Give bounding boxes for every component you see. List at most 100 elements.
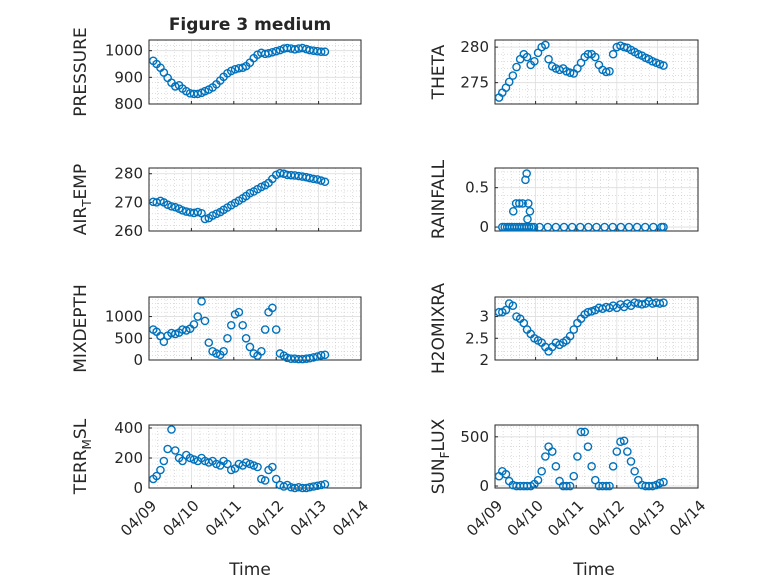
data-point [152,471,161,481]
data-point [212,459,221,469]
data-point [547,447,557,456]
data-point [529,222,539,232]
data-point [309,482,318,491]
data-point [655,299,665,308]
data-point [223,459,232,469]
data-point [200,214,210,224]
figure-title: Figure 3 medium [169,15,331,35]
data-point [219,347,228,356]
axes-box [148,424,362,489]
data-point [257,347,266,356]
y-axis-label: SUNFLUX [429,418,452,494]
data-point [253,462,262,472]
data-point [309,174,318,184]
axes-box [148,39,362,105]
data-point [193,89,203,99]
y-axis-label: AIRTEMP [71,164,94,235]
data-point [519,318,529,328]
y-axis-label: TERRMSL [71,418,94,495]
data-point [592,222,601,232]
data-point [583,442,593,451]
data-point [241,458,251,467]
data-point [316,176,326,185]
data-point [223,333,232,343]
data-point [197,297,206,306]
data-point [515,199,524,208]
data-point [320,47,330,57]
data-point [257,474,266,484]
x-axis-label-left: Time [228,560,271,580]
y-tick-label: 200 [114,449,143,467]
data-point [159,337,169,347]
data-point [544,54,553,64]
data-point [605,66,614,76]
data-point [543,222,553,232]
y-tick-label: 1000 [105,308,143,326]
x-tick-label: 04/09 [117,497,160,540]
x-tick-label: 04/13 [625,497,668,540]
y-tick-label: 0 [133,351,143,369]
data-point [245,459,255,469]
data-point [313,481,322,491]
y-tick-label: 2 [479,351,489,369]
data-point [562,481,571,491]
data-point [501,305,511,315]
data-point [559,222,569,232]
data-point [249,461,259,470]
data-point [659,298,668,307]
panel-rainfall: 0 0.5 RAINFALL [429,159,699,239]
data-point [204,458,214,467]
data-point [601,481,611,491]
y-tick-label: 280 [114,165,143,183]
data-point [600,222,609,232]
data-point [241,333,251,343]
data-point [313,175,322,184]
data-point [501,469,511,479]
data-point [268,303,277,313]
data-point [659,61,668,70]
data-point [230,65,240,74]
panel-mixdepth: 0 500 1000 MIXDEPTH [71,284,362,373]
data-point [305,482,314,492]
y-tick-label: 275 [460,74,489,92]
data-point [170,329,180,339]
data-point [309,353,318,362]
y-axis-label: PRESSURE [71,27,91,116]
axes-box [494,296,699,361]
data-point [518,199,527,208]
data-point [226,320,236,330]
data-point [316,350,326,360]
y-axis-label: THETA [429,44,449,100]
data-point [648,481,657,491]
data-point [541,40,550,50]
data-point [637,300,647,309]
data-point [512,62,521,72]
data-point [271,474,281,484]
panel-theta: 275 280 THETA [429,38,699,105]
data-point [522,52,532,62]
data-point [525,207,535,216]
data-point [523,214,532,224]
data-point [659,477,668,487]
data-point [189,455,199,464]
data-point [605,481,614,491]
data-point [515,54,525,64]
data-point [313,352,322,361]
x-tick-label: 04/12 [585,497,628,540]
data-point [565,481,575,491]
y-tick-label: 500 [114,329,143,347]
data-point [583,49,593,59]
x-tick-label: 04/11 [202,497,245,540]
y-tick-label: 260 [114,222,143,240]
data-point [551,462,561,471]
data-point [524,222,534,232]
data-point [655,478,665,488]
y-tick-label: 0 [479,218,489,236]
data-point [156,465,165,475]
data-point [590,475,600,485]
y-tick-label: 280 [460,38,489,56]
data-point [508,301,518,310]
axes-box [494,39,699,105]
data-point [159,456,169,466]
